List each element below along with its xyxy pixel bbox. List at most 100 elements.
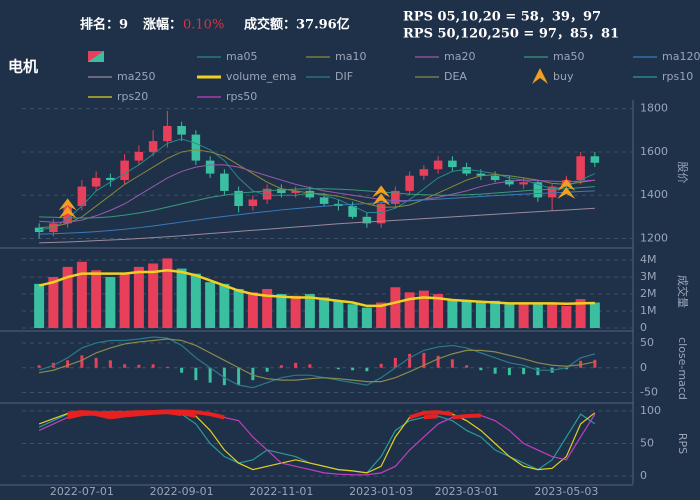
legend-label: ma120 [662,50,700,63]
rps-short: RPS 05,10,20 = 58，39，97 [403,10,601,25]
candle-body [120,160,129,181]
candle-body [77,186,87,207]
y-tick-label: 0 [640,469,647,482]
rps-high [67,412,83,420]
macd-bar [37,365,41,368]
x-tick-label: 2023-01-03 [349,485,413,498]
volume-bar [91,270,102,328]
line [39,207,595,244]
volume-bar [290,295,301,328]
macd-bar [279,365,283,368]
rps-long: RPS 50,120,250 = 97，85，81 [403,27,619,42]
volume-bar [376,302,387,328]
volume-bar [319,297,330,328]
volume-bar [532,302,543,328]
rps-high [209,412,225,420]
candle-body [576,156,585,181]
buy-marker [372,185,391,206]
macd-bar [94,357,98,368]
candle-body [505,180,514,185]
rps-high [423,410,439,415]
macd-bar [222,367,226,386]
line [39,186,595,219]
candle-body [305,190,315,198]
legend-label: DEA [444,70,467,83]
candle-body [191,134,201,161]
volume-bar [333,300,344,328]
volume-bar [176,268,187,328]
rps-high [466,413,481,419]
candle-body [362,216,372,224]
volume-bar [390,287,401,328]
macd-bar [251,367,255,381]
rps-high [124,410,139,415]
volume-bar [361,307,372,328]
volume-bar [105,277,116,328]
macd-bar [564,367,568,370]
legend-label: buy [553,70,574,83]
volume-bar [461,300,472,328]
volume-bar [247,292,258,328]
macd-bar [507,367,511,376]
macd-bar [379,363,383,368]
legend-label: rps20 [117,90,148,103]
volume-bar [76,261,87,328]
volume-bar [205,282,216,328]
candle-body [220,173,229,191]
rps-high [195,410,211,417]
macd-bar [194,367,198,381]
candle-legend-icon [88,51,104,62]
volume-bar [304,294,315,328]
macd-bar [593,359,597,368]
macd-bar [80,355,84,368]
stock-name: 电机 [8,58,38,76]
candle-body [419,169,429,176]
y-axis-label: 成交量 [676,275,690,308]
volume-bar [404,292,415,328]
y-tick-label: 1600 [640,145,668,158]
volume-bar [433,294,444,328]
candle-body [134,151,144,161]
volume-bar [575,299,586,328]
volume-bar [547,304,558,328]
rps-high [153,409,168,415]
x-tick-label: 2023-05-03 [534,485,598,498]
y-axis-label: 股价 [676,162,689,184]
volume-bar [62,266,73,328]
candle-body [590,156,600,163]
macd-bar [265,367,269,372]
x-tick-label: 2023-03-01 [435,485,499,498]
y-tick-label: 50 [640,437,654,450]
rps-high [81,411,97,417]
rps-high [181,409,196,415]
macd-bar [151,364,155,368]
volume-bar [34,283,45,328]
candle-body [262,188,272,200]
volume-bar [219,283,230,328]
y-tick-label: 1400 [640,188,668,201]
candle-body [234,190,243,207]
line [38,336,596,389]
y-axis-label: close-macd [676,337,689,400]
volume-bar [133,266,144,328]
rps-high [437,410,453,417]
y-tick-label: 50 [640,336,654,349]
candle-body [376,203,386,224]
macd-bar [308,364,312,368]
volume-bar [589,302,600,328]
change: 0.10% [183,18,224,33]
candle-body [291,190,300,194]
volume-bar [162,258,173,328]
macd-bar [436,355,440,368]
y-tick-label: 3M [640,270,657,283]
line [39,164,595,223]
rps-high [67,410,83,416]
candle-body [391,190,400,204]
volume-bar [233,288,244,328]
volume-bar [148,263,159,328]
volume-bar [48,277,59,328]
legend-label: rps10 [662,70,693,83]
legend-label: ma50 [553,50,584,63]
candle-body [547,186,557,198]
